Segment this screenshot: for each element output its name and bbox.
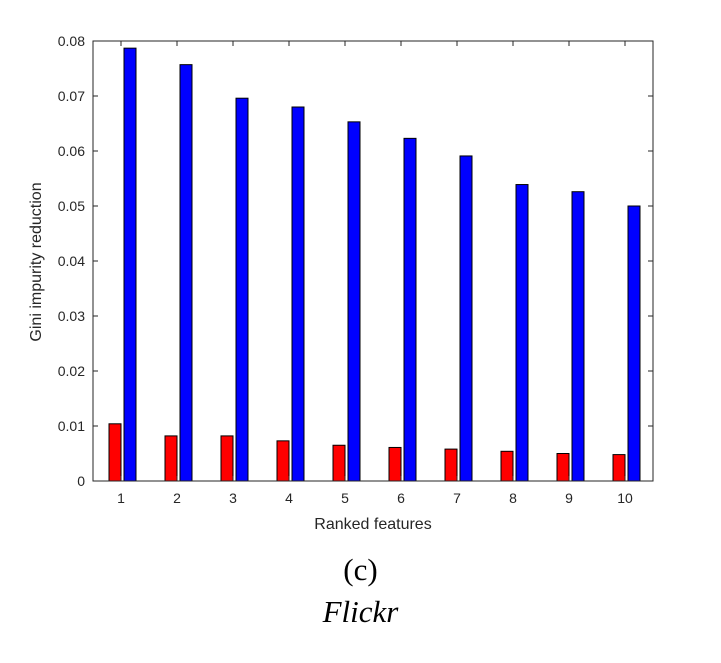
bar-s2-9 [571,191,585,482]
bar-s1-8 [500,450,514,482]
y-tick-label: 0 [77,473,85,489]
y-tick-label: 0.07 [58,88,85,104]
bar-s1-9 [556,453,570,482]
bar-s1-1 [108,423,122,482]
bar-s2-3 [235,97,249,482]
x-tick-label: 7 [453,490,461,506]
x-tick-label: 9 [565,490,573,506]
x-tick-label: 4 [285,490,293,506]
bar-s1-5 [332,444,346,482]
x-tick-label: 8 [509,490,517,506]
y-tick-label: 0.05 [58,198,85,214]
y-tick-label: 0.06 [58,143,85,159]
bar-s1-7 [444,448,458,482]
y-axis-label: Gini impurity reduction [28,182,45,341]
x-tick-label: 2 [173,490,181,506]
chart: 0 0.01 0.02 0.03 0.04 0.05 0.06 0.07 0.08 1 2 3 4 5 6 7… [28,33,654,533]
bar-s2-6 [403,137,417,482]
y-tick-label: 0.02 [58,363,85,379]
plot-frame [92,40,654,482]
y-tick-label: 0.03 [58,308,85,324]
x-tick-label: 1 [117,490,125,506]
y-tick-label: 0.08 [58,33,85,49]
bar-s1-3 [220,435,234,482]
x-tick-label: 5 [341,490,349,506]
bar-s2-2 [179,64,193,482]
x-tick-label: 10 [617,490,633,506]
x-tick-label: 6 [397,490,405,506]
bar-s1-2 [164,435,178,482]
y-tick-label: 0.01 [58,418,85,434]
figure-caption-dataset: Flickr [322,594,399,629]
bars-group [108,47,641,482]
bar-s2-8 [515,184,529,482]
bar-s1-4 [276,440,290,482]
y-tick-label: 0.04 [58,253,85,269]
x-axis-label: Ranked features [314,516,431,533]
bar-s2-7 [459,155,473,482]
bar-s2-5 [347,121,361,482]
bar-s2-10 [627,205,641,482]
bar-s2-1 [123,47,137,482]
axes-group: 0 0.01 0.02 0.03 0.04 0.05 0.06 0.07 0.08 1 2 3 4 5 6 7… [58,33,654,506]
bar-s2-4 [291,106,305,482]
bar-s1-10 [612,454,626,482]
x-tick-label: 3 [229,490,237,506]
bar-s1-6 [388,446,402,482]
figure-caption-label: (c) [343,552,378,587]
